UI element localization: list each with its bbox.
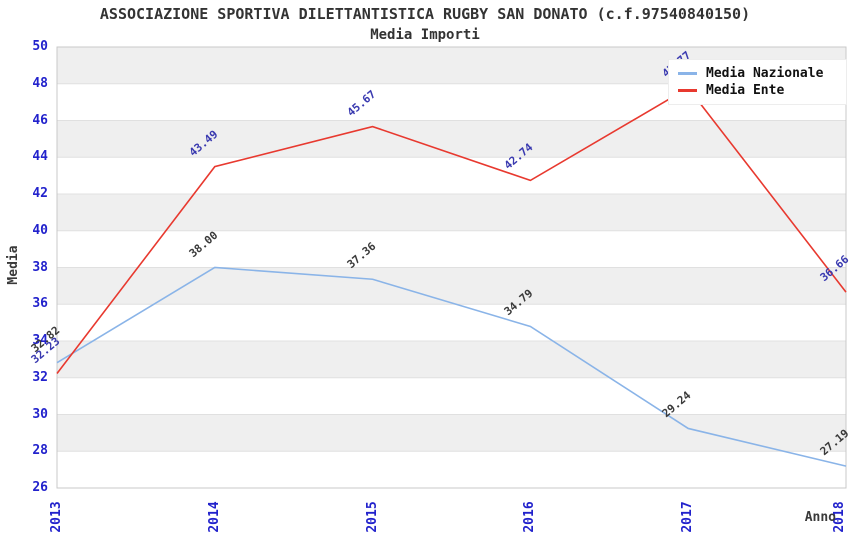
legend-swatch-media-nazionale-icon — [678, 71, 697, 75]
band — [57, 120, 846, 158]
band — [57, 414, 846, 452]
y-tick-label: 28 — [32, 443, 48, 459]
y-tick-label: 30 — [32, 406, 48, 422]
series-line-0 — [56, 266, 847, 467]
y-tick-label: 40 — [32, 222, 48, 238]
x-tick-label: 2016 — [522, 501, 538, 533]
series-line-1 — [56, 86, 847, 375]
y-tick-label: 32 — [32, 369, 48, 385]
y-tick-label: 26 — [32, 480, 48, 495]
legend-item-media-ente: Media Ente — [669, 83, 846, 98]
x-tick-label: 2015 — [364, 501, 380, 533]
y-tick-label: 38 — [32, 259, 48, 275]
legend: Media Nazionale Media Ente — [668, 59, 847, 105]
x-tick-label: 2013 — [49, 501, 64, 533]
chart-subtitle: Media Importi — [370, 27, 480, 43]
y-axis-label: Media — [6, 245, 21, 285]
y-tick-label: 48 — [32, 75, 48, 91]
band — [57, 341, 846, 378]
y-tick-label: 34 — [32, 333, 48, 348]
x-axis-label: Anno — [804, 510, 836, 525]
y-tick-label: 44 — [32, 149, 48, 165]
legend-swatch-media-ente-icon — [678, 89, 697, 93]
band — [57, 267, 846, 305]
band — [57, 194, 846, 231]
x-tick-label: 2014 — [206, 501, 222, 533]
y-tick-label: 42 — [32, 186, 48, 201]
legend-label-media-nazionale: Media Nazionale — [706, 65, 824, 81]
y-tick-label: 50 — [32, 39, 48, 54]
x-tick-label: 2017 — [680, 501, 696, 533]
legend-label-media-ente: Media Ente — [706, 83, 785, 99]
y-tick-label: 36 — [32, 296, 48, 312]
legend-item-media-nazionale: Media Nazionale — [669, 66, 846, 81]
plot-border — [56, 46, 847, 489]
chart-title: ASSOCIAZIONE SPORTIVA DILETTANTISTICA RU… — [99, 5, 751, 23]
y-tick-label: 46 — [32, 112, 48, 128]
